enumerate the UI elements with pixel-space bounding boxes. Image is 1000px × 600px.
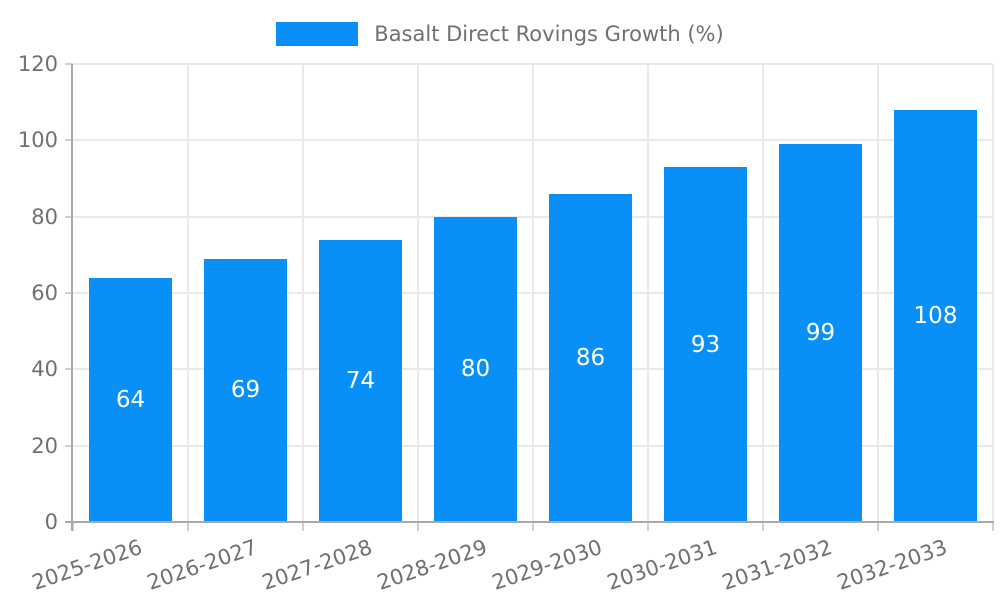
- x-axis-tick: [992, 522, 994, 531]
- x-axis-tick: [532, 522, 534, 531]
- y-tick-label: 20: [31, 433, 58, 458]
- gridline-vertical: [992, 64, 994, 522]
- gridline-vertical: [302, 64, 304, 522]
- gridline-vertical: [762, 64, 764, 522]
- y-axis-line: [71, 64, 73, 531]
- y-tick-label: 100: [17, 128, 58, 153]
- bar-2027-2028[interactable]: 74: [319, 239, 402, 522]
- y-axis-tick: [65, 368, 73, 371]
- x-axis-tick: [187, 522, 189, 531]
- y-tick-label: 40: [31, 357, 58, 382]
- legend-swatch: [276, 22, 359, 46]
- x-axis-tick: [877, 522, 879, 531]
- bar-2031-2032[interactable]: 99: [779, 144, 862, 522]
- bar-value-label: 108: [913, 302, 958, 329]
- bar-value-label: 93: [690, 331, 721, 358]
- x-axis-tick: [762, 522, 764, 531]
- bar-value-label: 86: [575, 344, 606, 371]
- bar-value-label: 99: [805, 320, 836, 347]
- y-tick-label: 60: [31, 281, 58, 305]
- bar-value-label: 64: [115, 386, 146, 413]
- gridline-vertical: [877, 64, 879, 522]
- y-tick-label: 80: [31, 204, 58, 229]
- x-axis-tick: [417, 522, 419, 531]
- legend[interactable]: Basalt Direct Rovings Growth (%): [0, 21, 1000, 47]
- gridline-vertical: [417, 64, 419, 522]
- bar-value-label: 80: [460, 356, 491, 383]
- bar-2032-2033[interactable]: 108: [894, 109, 977, 522]
- gridline-vertical: [532, 64, 534, 522]
- bar-2028-2029[interactable]: 80: [434, 216, 517, 522]
- x-axis-tick: [302, 522, 304, 531]
- y-axis-tick: [65, 292, 73, 294]
- y-axis-tick: [65, 444, 73, 447]
- bar-2029-2030[interactable]: 86: [549, 193, 632, 522]
- y-axis-tick: [65, 215, 73, 218]
- bar-value-label: 69: [230, 377, 261, 404]
- bar-value-label: 74: [345, 367, 376, 394]
- legend-label: Basalt Direct Rovings Growth (%): [374, 22, 724, 46]
- bar-2026-2027[interactable]: 69: [204, 258, 287, 522]
- y-axis-tick: [65, 139, 73, 142]
- y-axis-tick: [65, 63, 73, 65]
- y-tick-label: 0: [44, 510, 58, 534]
- bar-2030-2031[interactable]: 93: [664, 167, 747, 522]
- x-axis-tick: [647, 522, 649, 531]
- gridline-vertical: [187, 64, 189, 522]
- bar-2025-2026[interactable]: 64: [89, 277, 172, 522]
- gridline-vertical: [647, 64, 649, 522]
- x-axis-tick: [72, 522, 74, 531]
- x-axis-line: [65, 521, 994, 523]
- y-tick-label: 120: [17, 52, 58, 76]
